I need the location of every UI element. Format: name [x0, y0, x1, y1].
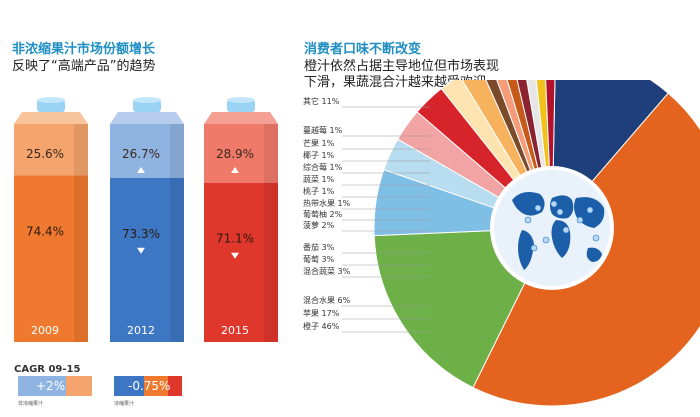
cagr-fc-value: -0.75% [128, 379, 171, 393]
label-nfc-2009: 25.6% [26, 147, 64, 161]
carton-top [14, 112, 88, 124]
cagr-nfc-value: +2% [36, 379, 66, 393]
bar-fc-2015 [204, 182, 278, 342]
globe-marker-icon [530, 244, 538, 252]
pie-legend-label: 苹果 17% [303, 309, 340, 318]
year-label-2009: 2009 [31, 324, 59, 337]
label-fc-2015: 71.1% [216, 232, 254, 246]
bar-nfc-2012 [110, 124, 184, 178]
cagr-nfc-swatch-blue [18, 376, 66, 396]
pie-legend-label: 椰子 1% [303, 151, 335, 160]
globe-continent-americas-south [518, 230, 534, 270]
pie-legend-label: 混合蔬菜 3% [303, 267, 351, 276]
arrow-up-icon [231, 167, 239, 173]
label-nfc-2015: 28.9% [216, 147, 254, 161]
globe-marker-icon [534, 204, 542, 212]
pie-legend-label: 菠萝 2% [303, 221, 335, 230]
globe-marker-icon [556, 208, 564, 216]
pie-legend-label: 番茄 3% [303, 243, 335, 252]
carton-cap [37, 100, 65, 112]
right-subtitle-line2: 下滑，果蔬混合汁越来越受欢迎 [304, 75, 487, 90]
pie-legend-label: 蔬菜 1% [303, 175, 335, 184]
bar-nfc-2015 [204, 124, 278, 183]
globe-continent-oceania [586, 247, 602, 262]
pie-legend-label: 葡萄柚 2% [303, 210, 343, 219]
pie-legend-label: 葡萄 3% [303, 255, 335, 264]
pie-legend-label: 桃子 1% [303, 187, 335, 196]
pie-chart [342, 80, 700, 407]
carton-cap [133, 100, 161, 112]
carton-top [110, 112, 184, 124]
carton-side-shade [170, 124, 184, 342]
cagr-fc-swatch-orange [144, 376, 168, 396]
carton-side-shade [264, 124, 278, 342]
carton-2015: 28.9% 71.1% 2015 [204, 97, 278, 342]
cagr-title: CAGR 09-15 [14, 364, 81, 375]
label-nfc-2012: 26.7% [122, 147, 160, 161]
right-title: 消费者口味不断改变 [304, 42, 422, 57]
carton-bar-chart: 25.6% 74.4% 2009 26.7% 73.3% 2012 28.9% 71.1% 20… [14, 97, 278, 342]
arrow-down-icon [137, 247, 145, 254]
globe-marker-icon [592, 234, 600, 242]
carton-2009: 25.6% 74.4% 2009 [14, 97, 88, 342]
globe-marker-icon [550, 200, 558, 208]
label-fc-2012: 73.3% [122, 227, 160, 241]
label-fc-2009: 74.4% [26, 224, 64, 238]
cagr-nfc-label: 非浓缩果汁 [18, 401, 44, 407]
right-subtitle-line1: 橙汁依然占据主导地位但市场表现 [304, 59, 500, 74]
cagr-nfc-swatch-orange [66, 376, 92, 396]
left-title: 非浓缩果汁市场份额增长 [12, 42, 156, 57]
globe-marker-icon [524, 216, 532, 224]
cagr-fc-swatch-red [168, 376, 182, 396]
year-label-2015: 2015 [221, 324, 249, 337]
cagr-fc-swatch-blue [114, 376, 144, 396]
carton-top [204, 112, 278, 124]
carton-2012: 26.7% 73.3% 2012 [110, 97, 184, 342]
arrow-down-icon [231, 252, 239, 259]
globe-continent-europe [550, 195, 574, 219]
bar-nfc-2009 [14, 124, 88, 176]
carton-cap-top [227, 97, 255, 103]
carton-side-shade [74, 124, 88, 342]
bar-fc-2009 [14, 175, 88, 342]
pie-legend-label: 综合莓 1% [303, 163, 343, 172]
globe-marker-icon [586, 206, 594, 214]
carton-cap [227, 100, 255, 112]
carton-cap-top [37, 97, 65, 103]
pie-legend-label: 蔓越莓 1% [303, 126, 343, 135]
pie-legend-label: 其它 11% [303, 97, 340, 106]
pie-legend-label: 热带水果 1% [303, 199, 351, 208]
globe-marker-icon [542, 236, 550, 244]
globe-marker-icon [576, 216, 584, 224]
globe-marker-icon [562, 226, 570, 234]
pie-legend-label: 橙子 46% [303, 322, 340, 331]
left-subtitle: 反映了“高端产品”的趋势 [12, 59, 156, 74]
cagr-fc-label: 浓缩果汁 [114, 401, 135, 407]
pie-legend-label: 混合水果 6% [303, 296, 351, 305]
carton-cap-top [133, 97, 161, 103]
year-label-2012: 2012 [127, 324, 155, 337]
pie-legend-label: 芒果 1% [303, 139, 335, 148]
bar-fc-2012 [110, 177, 184, 342]
arrow-up-icon [137, 167, 145, 173]
